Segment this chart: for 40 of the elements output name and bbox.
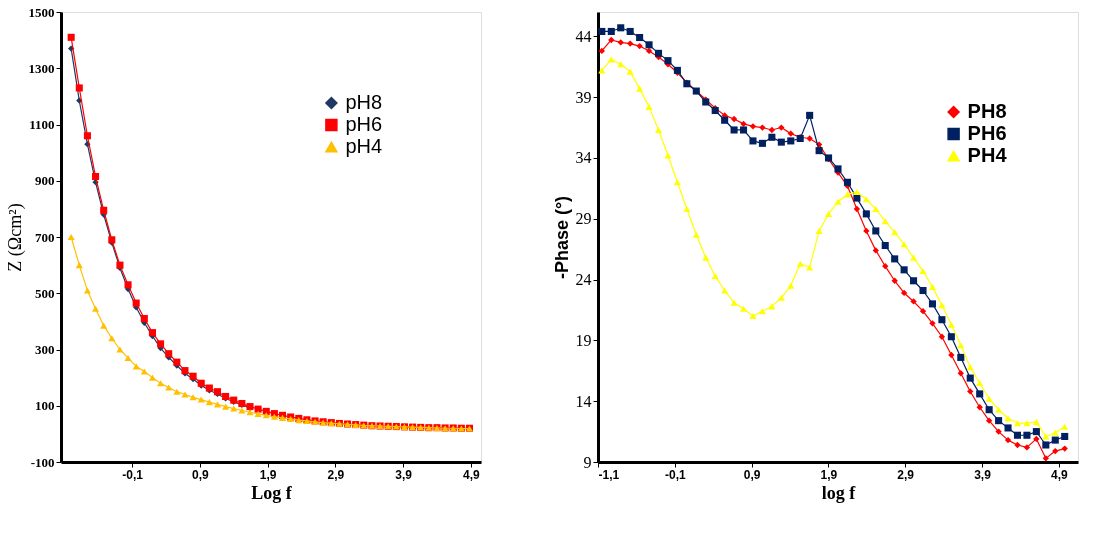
x-tick-label: 2,9 <box>897 467 915 482</box>
y-tick-label: 39 <box>575 88 592 106</box>
y-tick-label: 900 <box>35 173 55 189</box>
x-tick-label: 1,9 <box>820 467 838 482</box>
y-tick-label: 9 <box>583 453 592 471</box>
x-tick-label: 3,9 <box>974 467 992 482</box>
legend-label: pH6 <box>345 113 383 135</box>
x-tick-label: 4,9 <box>1050 467 1068 482</box>
x-tick-label: 1,9 <box>259 467 277 482</box>
y-tick-label: 700 <box>35 229 55 245</box>
y-tick-label: 100 <box>35 398 55 414</box>
y-tick-label: -100 <box>30 454 55 470</box>
x-tick-label: 0,9 <box>743 467 761 482</box>
y-tick-label: 19 <box>575 331 592 349</box>
x-tick-label: 4,9 <box>462 467 480 482</box>
x-tick-label: 3,9 <box>395 467 413 482</box>
y-tick-label: 1100 <box>29 117 55 132</box>
y-axis-title: -Phase (°) <box>551 195 572 280</box>
x-tick-label: -0,1 <box>664 467 686 482</box>
legend-label: pH8 <box>345 91 383 113</box>
x-tick-label: -1,1 <box>598 467 620 482</box>
y-tick-label: 44 <box>575 27 592 45</box>
y-tick-label: 1500 <box>28 4 55 20</box>
legend-label: PH6 <box>967 122 1007 144</box>
y-axis-title: Z (Ωcm²) <box>4 203 26 272</box>
legend-label: pH4 <box>345 135 383 157</box>
y-tick-label: 1300 <box>28 60 55 76</box>
x-axis-title: log f <box>821 482 857 503</box>
x-axis-title: Log f <box>251 482 293 503</box>
y-tick-label: 29 <box>575 210 592 228</box>
y-tick-label: 500 <box>35 285 55 301</box>
y-tick-label: 300 <box>35 342 55 357</box>
legend-label: PH8 <box>967 100 1007 122</box>
y-tick-label: 14 <box>575 392 592 410</box>
x-tick-label: 2,9 <box>327 467 345 482</box>
legend-label: PH4 <box>967 144 1008 166</box>
x-tick-label: 0,9 <box>192 467 210 482</box>
y-tick-label: 34 <box>575 149 592 167</box>
y-tick-label: 24 <box>575 271 592 289</box>
x-tick-label: -0,1 <box>122 467 144 482</box>
